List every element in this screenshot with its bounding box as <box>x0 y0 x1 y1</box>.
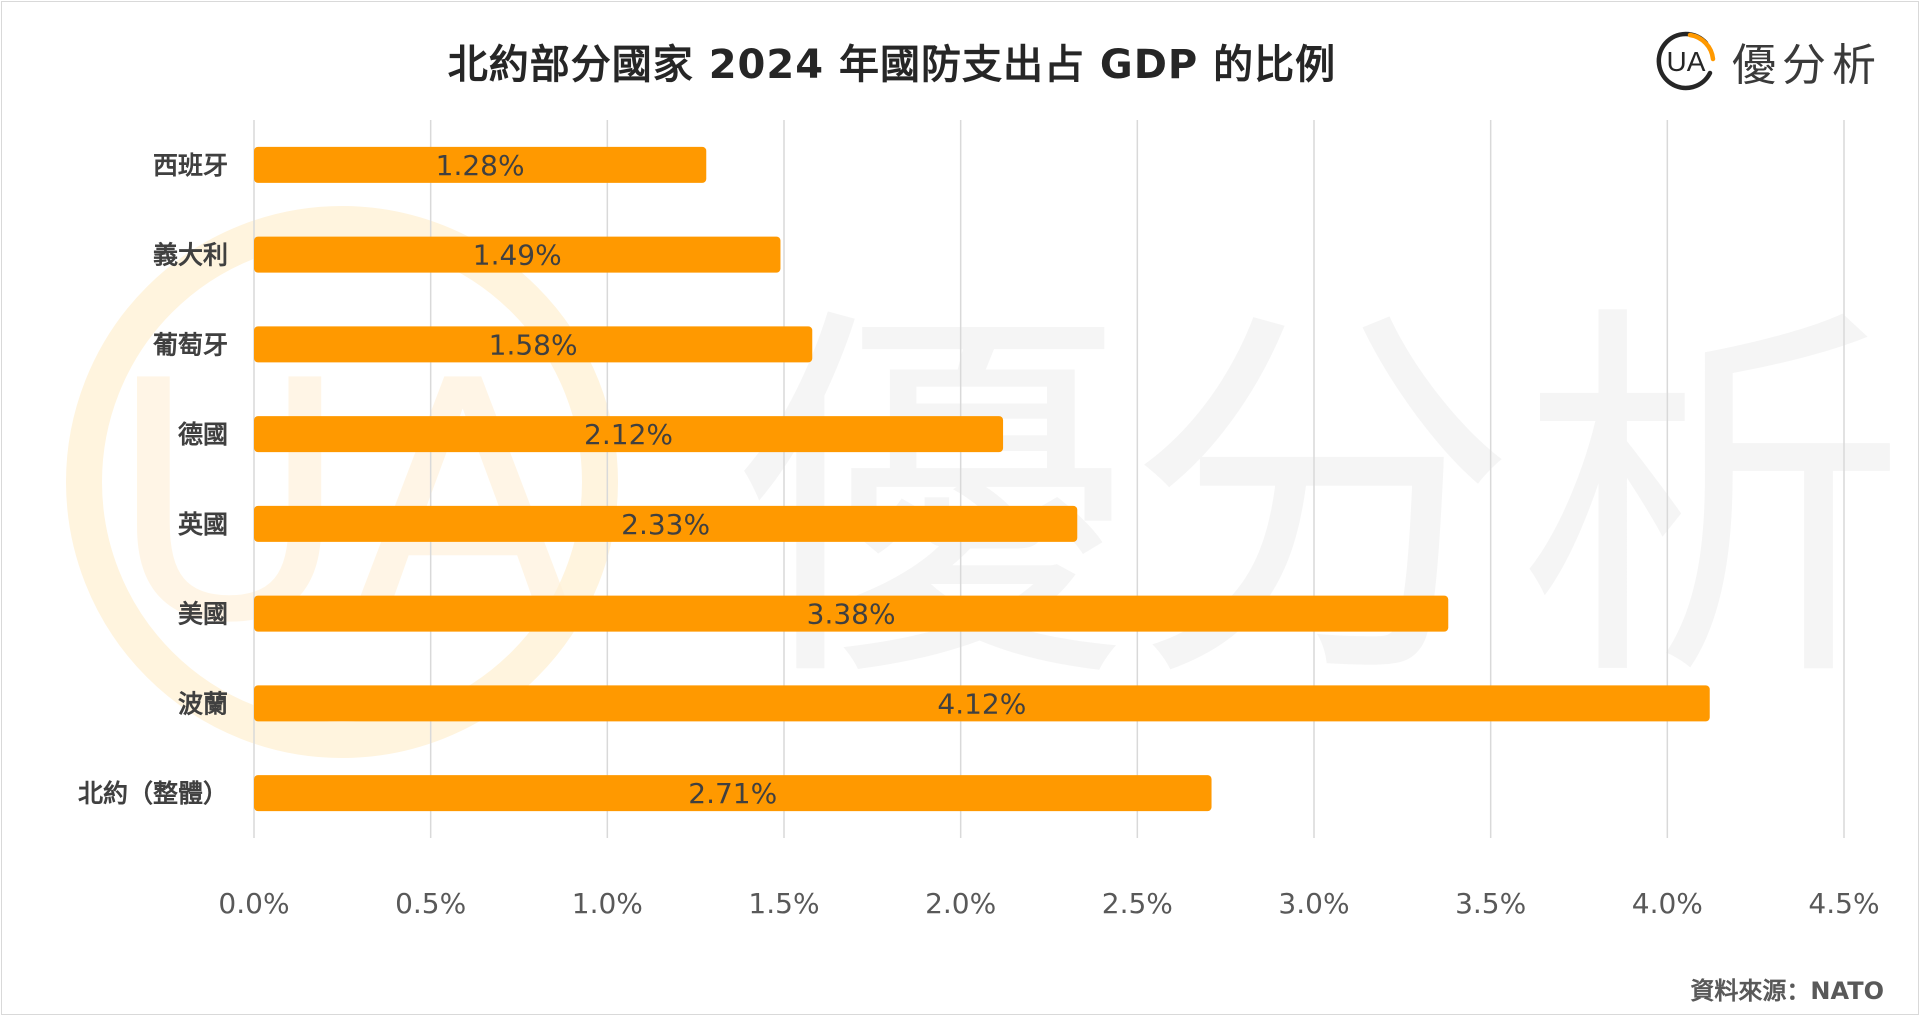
data-label: 1.28% <box>436 149 525 182</box>
watermark: UA 優分析 <box>66 206 1907 758</box>
category-label: 西班牙 <box>153 151 228 180</box>
x-tick-label: 2.5% <box>1102 887 1173 920</box>
x-tick-label: 1.5% <box>748 887 819 920</box>
data-label: 4.12% <box>937 687 1026 720</box>
x-tick-label: 2.0% <box>925 887 996 920</box>
x-tick-label: 1.0% <box>572 887 643 920</box>
category-label: 北約（整體） <box>78 779 228 808</box>
logo-letters: UA <box>1667 46 1706 77</box>
data-label: 1.49% <box>473 239 562 272</box>
category-label: 波蘭 <box>178 689 228 718</box>
x-tick-label: 0.0% <box>218 887 289 920</box>
bar <box>254 595 1449 632</box>
chart-title: 北約部分國家 2024 年國防支出占 GDP 的比例 <box>447 42 1337 88</box>
x-tick-label: 3.0% <box>1278 887 1349 920</box>
brand-logo: UA 優分析 <box>1654 26 1882 96</box>
data-label: 3.38% <box>807 598 896 631</box>
category-label: 美國 <box>178 600 228 629</box>
x-tick-labels: 0.0% 0.5% 1.0% 1.5% 2.0% 2.5% 3.0% 3.5% 4.0% 4.5% <box>218 887 1879 920</box>
data-label: 2.12% <box>584 418 673 451</box>
bar <box>254 236 781 273</box>
category-label: 英國 <box>178 510 228 539</box>
category-label: 葡萄牙 <box>152 330 228 359</box>
bars <box>254 146 1710 812</box>
data-labels: 1.28% 1.49% 1.58% 2.12% 2.33% 3.38% 4.12% 2.71% <box>436 149 1027 810</box>
watermark-text: 優分析 <box>737 275 1907 729</box>
watermark-logo-letters: UA <box>108 311 576 695</box>
x-tick-label: 4.0% <box>1632 887 1703 920</box>
category-label: 德國 <box>178 420 228 449</box>
data-label: 1.58% <box>489 328 578 361</box>
bar <box>254 146 707 183</box>
category-label: 義大利 <box>153 241 228 270</box>
bar <box>254 416 1004 453</box>
x-tick-label: 0.5% <box>395 887 466 920</box>
bar <box>254 326 813 363</box>
bar <box>254 775 1212 812</box>
bar <box>254 505 1078 542</box>
ua-logo-icon: UA <box>1656 31 1716 91</box>
source-note: 資料來源：NATO <box>1690 977 1884 1005</box>
watermark-logo-icon <box>66 206 618 758</box>
data-label: 2.71% <box>688 777 777 810</box>
bar <box>254 685 1710 722</box>
brand-name: 優分析 <box>1732 40 1882 91</box>
x-tick-label: 4.5% <box>1808 887 1879 920</box>
data-label: 2.33% <box>621 508 710 541</box>
x-tick-label: 3.5% <box>1455 887 1526 920</box>
